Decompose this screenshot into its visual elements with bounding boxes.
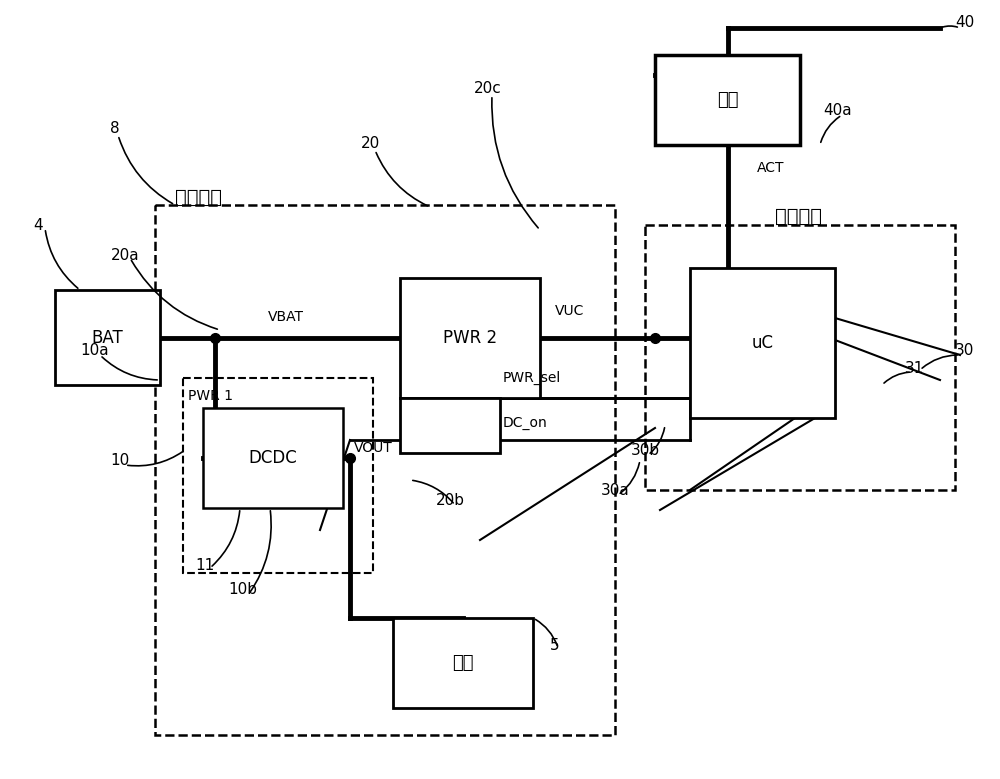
Bar	[400, 398, 500, 453]
Text: 11: 11	[195, 558, 215, 573]
Text: 30b: 30b	[630, 442, 660, 457]
Text: 8: 8	[110, 121, 120, 136]
Text: 20c: 20c	[474, 80, 502, 96]
Text: PWR 2: PWR 2	[443, 329, 497, 347]
Text: 开始: 开始	[717, 91, 738, 109]
Text: 10: 10	[110, 453, 130, 467]
Text: 31: 31	[905, 361, 925, 375]
Bar	[155, 205, 615, 735]
Text: 40: 40	[955, 15, 975, 30]
Text: PWR_sel: PWR_sel	[503, 371, 561, 385]
Bar	[655, 55, 800, 145]
Bar	[645, 225, 955, 490]
Text: 控制电路: 控制电路	[775, 207, 822, 226]
Text: 电源模块: 电源模块	[175, 188, 222, 207]
Text: 30: 30	[955, 343, 975, 358]
Text: 40a: 40a	[824, 103, 852, 118]
Text: VUC: VUC	[555, 304, 584, 318]
Text: 30a: 30a	[601, 482, 629, 498]
Bar	[203, 408, 343, 508]
Bar	[55, 290, 160, 385]
Text: 马达: 马达	[452, 654, 474, 672]
Text: PWR 1: PWR 1	[188, 389, 233, 403]
Text: 20b: 20b	[436, 492, 464, 507]
Text: 10b: 10b	[228, 583, 258, 597]
Bar	[393, 618, 533, 708]
Text: BAT: BAT	[92, 329, 123, 347]
Bar	[400, 278, 540, 398]
Text: VBAT: VBAT	[268, 310, 304, 324]
Text: DC_on: DC_on	[503, 416, 548, 430]
Text: 20: 20	[360, 136, 380, 150]
Text: DCDC: DCDC	[249, 449, 297, 467]
Text: 5: 5	[550, 637, 560, 653]
Text: ACT: ACT	[757, 161, 784, 175]
Bar	[690, 268, 835, 418]
Text: 20a: 20a	[111, 248, 139, 263]
Text: 4: 4	[33, 217, 43, 232]
Text: VOUT: VOUT	[354, 441, 393, 455]
Text: uC: uC	[752, 334, 774, 352]
Bar	[183, 378, 373, 573]
Text: 10a: 10a	[81, 343, 109, 358]
